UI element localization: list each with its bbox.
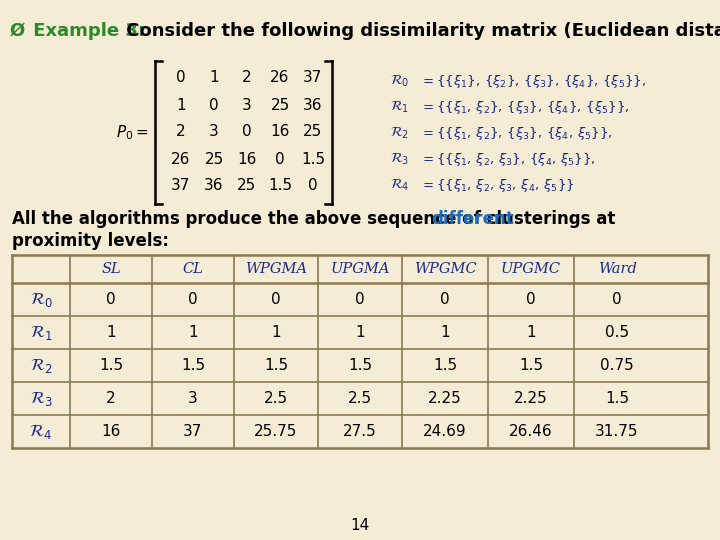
Text: 1: 1 [210, 71, 219, 85]
Text: 36: 36 [204, 179, 224, 193]
Text: 1.5: 1.5 [268, 179, 292, 193]
Text: 0: 0 [440, 292, 450, 307]
Text: 37: 37 [303, 71, 323, 85]
Text: 25: 25 [303, 125, 323, 139]
Text: 1.5: 1.5 [433, 358, 457, 373]
Text: 1.5: 1.5 [605, 391, 629, 406]
Text: $\mathcal{R}_2$: $\mathcal{R}_2$ [30, 356, 53, 375]
Text: 37: 37 [184, 424, 203, 439]
Text: 1: 1 [188, 325, 198, 340]
Text: $\mathcal{R}_3$: $\mathcal{R}_3$ [390, 151, 410, 167]
Text: WPGMA: WPGMA [245, 262, 307, 276]
Text: 1: 1 [271, 325, 281, 340]
Text: 1.5: 1.5 [181, 358, 205, 373]
Text: 16: 16 [238, 152, 257, 166]
Text: 2: 2 [242, 71, 252, 85]
Text: 2.25: 2.25 [428, 391, 462, 406]
Text: $\mathcal{R}_4$: $\mathcal{R}_4$ [30, 422, 53, 441]
Text: SL: SL [101, 262, 121, 276]
Text: 1.5: 1.5 [301, 152, 325, 166]
Text: UPGMC: UPGMC [501, 262, 561, 276]
Text: 2: 2 [176, 125, 186, 139]
Text: different: different [431, 210, 514, 228]
Text: 0: 0 [242, 125, 252, 139]
Text: 2.5: 2.5 [264, 391, 288, 406]
Text: 0.75: 0.75 [600, 358, 634, 373]
Text: 1: 1 [355, 325, 365, 340]
Text: $=\{\{{\xi}_1,\,{\xi}_2\},\,\{{\xi}_3\},\,\{{\xi}_4\},\,\{{\xi}_5\}\},$: $=\{\{{\xi}_1,\,{\xi}_2\},\,\{{\xi}_3\},… [420, 98, 629, 116]
Text: $P_0 =$: $P_0 =$ [117, 123, 149, 142]
Text: All the algorithms produce the above sequence of clusterings at: All the algorithms produce the above seq… [12, 210, 621, 228]
Text: $=\{\{{\xi}_1,\,{\xi}_2,\,{\xi}_3\},\,\{{\xi}_4,\,{\xi}_5\}\},$: $=\{\{{\xi}_1,\,{\xi}_2,\,{\xi}_3\},\,\{… [420, 151, 595, 167]
Text: 2: 2 [106, 391, 116, 406]
Text: 16: 16 [270, 125, 289, 139]
Text: 26: 26 [270, 71, 289, 85]
Text: 25: 25 [238, 179, 256, 193]
Text: 25.75: 25.75 [254, 424, 297, 439]
Text: $=\{\{{\xi}_1\},\,\{{\xi}_2\},\,\{{\xi}_3\},\,\{{\xi}_4\},\,\{{\xi}_5\}\},$: $=\{\{{\xi}_1\},\,\{{\xi}_2\},\,\{{\xi}_… [420, 72, 647, 90]
Text: 25: 25 [204, 152, 224, 166]
Text: 1.5: 1.5 [519, 358, 543, 373]
Text: 0: 0 [612, 292, 622, 307]
Text: Consider the following dissimilarity matrix (Euclidean distance): Consider the following dissimilarity mat… [120, 22, 720, 40]
Text: $\mathcal{R}_4$: $\mathcal{R}_4$ [390, 177, 410, 193]
Text: 25: 25 [271, 98, 289, 112]
Text: Example 3:: Example 3: [27, 22, 145, 40]
Text: 0: 0 [176, 71, 186, 85]
Text: $\mathcal{R}_0$: $\mathcal{R}_0$ [30, 290, 53, 309]
Text: 27.5: 27.5 [343, 424, 377, 439]
Text: 0: 0 [308, 179, 318, 193]
Text: 0: 0 [526, 292, 536, 307]
Text: 1: 1 [176, 98, 186, 112]
Text: $\mathcal{R}_1$: $\mathcal{R}_1$ [30, 323, 53, 342]
Text: Ward: Ward [598, 262, 636, 276]
Text: 2.5: 2.5 [348, 391, 372, 406]
Text: 31.75: 31.75 [595, 424, 639, 439]
Text: 1.5: 1.5 [348, 358, 372, 373]
Text: $\mathcal{R}_1$: $\mathcal{R}_1$ [390, 99, 409, 115]
Text: 0: 0 [355, 292, 365, 307]
Text: CL: CL [182, 262, 204, 276]
Text: 26.46: 26.46 [509, 424, 553, 439]
Text: 1: 1 [106, 325, 116, 340]
Text: $\mathcal{R}_3$: $\mathcal{R}_3$ [30, 389, 53, 408]
Text: 0: 0 [188, 292, 198, 307]
Text: 16: 16 [102, 424, 121, 439]
Text: 2.25: 2.25 [514, 391, 548, 406]
Text: $=\{\{{\xi}_1,\,{\xi}_2\},\,\{{\xi}_3\},\,\{{\xi}_4,\,{\xi}_5\}\},$: $=\{\{{\xi}_1,\,{\xi}_2\},\,\{{\xi}_3\},… [420, 125, 613, 141]
Text: 0: 0 [210, 98, 219, 112]
Text: 14: 14 [351, 517, 369, 532]
Text: 1.5: 1.5 [264, 358, 288, 373]
Text: 1: 1 [526, 325, 536, 340]
Text: $=\{\{{\xi}_1,\,{\xi}_2,\,{\xi}_3,\,{\xi}_4,\,{\xi}_5\}\}$: $=\{\{{\xi}_1,\,{\xi}_2,\,{\xi}_3,\,{\xi… [420, 177, 575, 193]
Text: 0.5: 0.5 [605, 325, 629, 340]
Text: 1: 1 [440, 325, 450, 340]
Text: 37: 37 [171, 179, 191, 193]
Text: WPGMC: WPGMC [413, 262, 477, 276]
Text: 0: 0 [106, 292, 116, 307]
Text: UPGMA: UPGMA [330, 262, 390, 276]
Text: 0: 0 [275, 152, 285, 166]
Text: Ø: Ø [10, 22, 25, 40]
Text: 3: 3 [242, 98, 252, 112]
Text: proximity levels:: proximity levels: [12, 232, 169, 250]
Text: $\mathcal{R}_0$: $\mathcal{R}_0$ [390, 73, 410, 89]
Text: 3: 3 [188, 391, 198, 406]
Text: 26: 26 [171, 152, 191, 166]
Text: 3: 3 [209, 125, 219, 139]
Text: 36: 36 [303, 98, 323, 112]
Text: 1.5: 1.5 [99, 358, 123, 373]
Text: 0: 0 [271, 292, 281, 307]
Text: $\mathcal{R}_2$: $\mathcal{R}_2$ [390, 125, 409, 141]
Text: 24.69: 24.69 [423, 424, 467, 439]
